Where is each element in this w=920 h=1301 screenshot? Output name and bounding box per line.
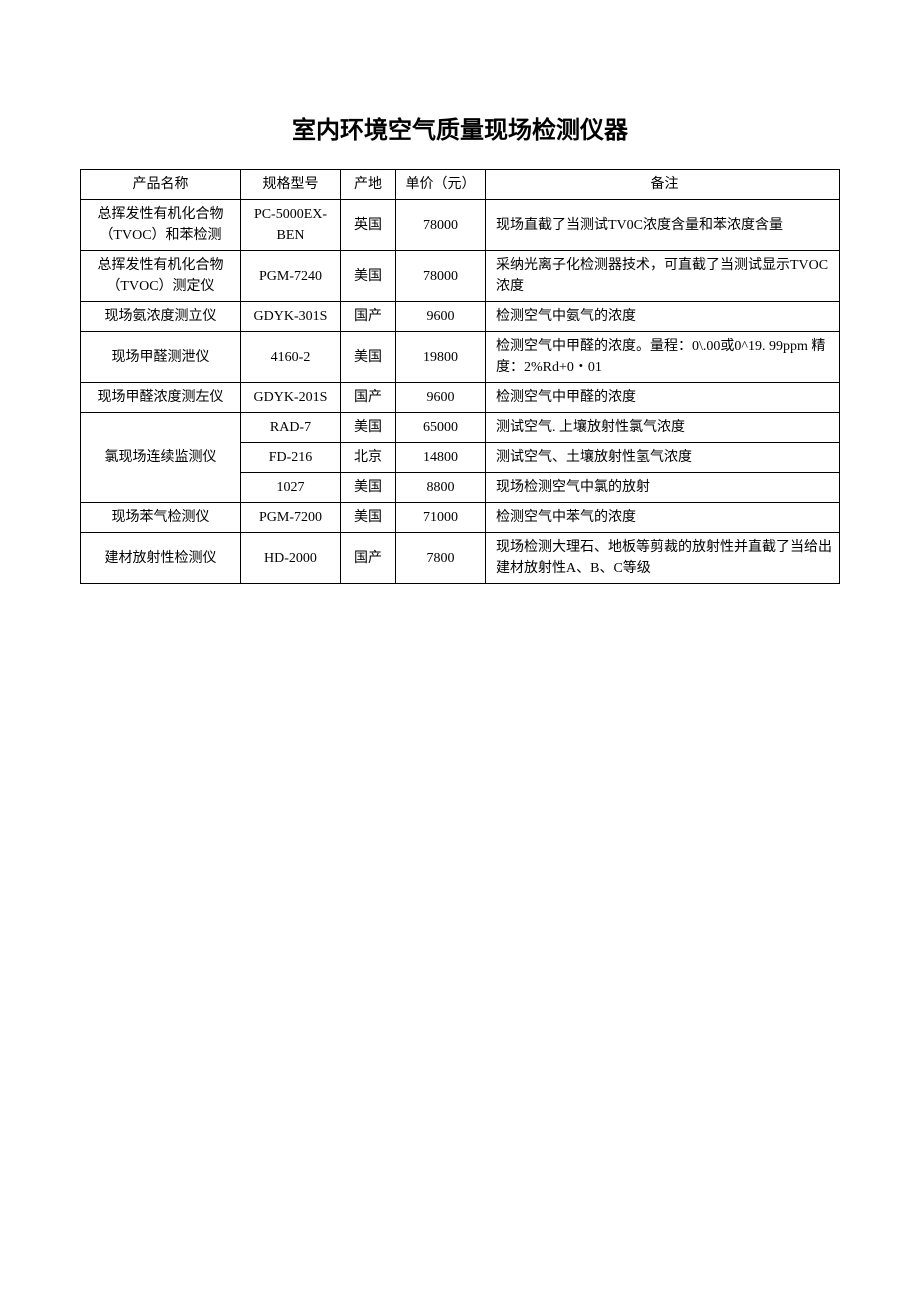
cell-model: GDYK-301S — [241, 302, 341, 332]
cell-origin: 国产 — [341, 533, 396, 584]
page-title: 室内环境空气质量现场检测仪器 — [80, 110, 840, 145]
cell-price: 7800 — [396, 533, 486, 584]
cell-note: 检测空气中甲醛的浓度。量程：0\.00或0^19. 99ppm 精度：2%Rd+… — [486, 332, 840, 383]
header-price: 单价（元） — [396, 170, 486, 200]
cell-note: 现场检测大理石、地板等剪裁的放射性并直截了当给出建材放射性A、B、C等级 — [486, 533, 840, 584]
cell-name: 现场甲醛测泄仪 — [81, 332, 241, 383]
cell-name: 现场氨浓度测立仪 — [81, 302, 241, 332]
cell-origin: 美国 — [341, 413, 396, 443]
table-row: 现场甲醛测泄仪 4160-2 美国 19800 检测空气中甲醛的浓度。量程：0\… — [81, 332, 840, 383]
table-row: 现场苯气检测仪 PGM-7200 美国 71000 检测空气中苯气的浓度 — [81, 503, 840, 533]
cell-name: 总挥发性有机化合物（TVOC）和苯检测 — [81, 200, 241, 251]
cell-model: 4160-2 — [241, 332, 341, 383]
cell-name: 现场苯气检测仪 — [81, 503, 241, 533]
header-model: 规格型号 — [241, 170, 341, 200]
table-row: 现场氨浓度测立仪 GDYK-301S 国产 9600 检测空气中氨气的浓度 — [81, 302, 840, 332]
cell-origin: 北京 — [341, 443, 396, 473]
cell-origin: 英国 — [341, 200, 396, 251]
cell-origin: 美国 — [341, 503, 396, 533]
cell-origin: 美国 — [341, 332, 396, 383]
cell-price: 78000 — [396, 251, 486, 302]
cell-price: 9600 — [396, 383, 486, 413]
cell-note: 检测空气中氨气的浓度 — [486, 302, 840, 332]
header-origin: 产地 — [341, 170, 396, 200]
cell-price: 8800 — [396, 473, 486, 503]
header-note: 备注 — [486, 170, 840, 200]
header-name: 产品名称 — [81, 170, 241, 200]
cell-price: 71000 — [396, 503, 486, 533]
cell-note: 采纳光离子化检测器技术，可直截了当测试显示TVOC浓度 — [486, 251, 840, 302]
cell-name: 建材放射性检测仪 — [81, 533, 241, 584]
cell-model: GDYK-201S — [241, 383, 341, 413]
table-row: 现场甲醛浓度测左仪 GDYK-201S 国产 9600 检测空气中甲醛的浓度 — [81, 383, 840, 413]
cell-note: 检测空气中苯气的浓度 — [486, 503, 840, 533]
cell-note: 测试空气、土壤放射性氢气浓度 — [486, 443, 840, 473]
cell-price: 9600 — [396, 302, 486, 332]
cell-price: 65000 — [396, 413, 486, 443]
cell-price: 78000 — [396, 200, 486, 251]
table-row: 建材放射性检测仪 HD-2000 国产 7800 现场检测大理石、地板等剪裁的放… — [81, 533, 840, 584]
cell-note: 检测空气中甲醛的浓度 — [486, 383, 840, 413]
cell-name: 现场甲醛浓度测左仪 — [81, 383, 241, 413]
cell-origin: 美国 — [341, 473, 396, 503]
cell-model: PC-5000EX-BEN — [241, 200, 341, 251]
table-header-row: 产品名称 规格型号 产地 单价（元） 备注 — [81, 170, 840, 200]
cell-origin: 国产 — [341, 383, 396, 413]
table-row: 氯现场连续监测仪 RAD-7 美国 65000 测试空气. 上壤放射性氯气浓度 — [81, 413, 840, 443]
cell-model: RAD-7 — [241, 413, 341, 443]
table-row: 总挥发性有机化合物（TVOC）测定仪 PGM-7240 美国 78000 采纳光… — [81, 251, 840, 302]
cell-note: 现场直截了当测试TV0C浓度含量和苯浓度含量 — [486, 200, 840, 251]
cell-price: 14800 — [396, 443, 486, 473]
cell-name: 总挥发性有机化合物（TVOC）测定仪 — [81, 251, 241, 302]
cell-model: FD-216 — [241, 443, 341, 473]
cell-note: 现场检测空气中氯的放射 — [486, 473, 840, 503]
cell-price: 19800 — [396, 332, 486, 383]
cell-origin: 美国 — [341, 251, 396, 302]
table-row: 总挥发性有机化合物（TVOC）和苯检测 PC-5000EX-BEN 英国 780… — [81, 200, 840, 251]
cell-model: 1027 — [241, 473, 341, 503]
cell-name: 氯现场连续监测仪 — [81, 413, 241, 503]
cell-origin: 国产 — [341, 302, 396, 332]
cell-note: 测试空气. 上壤放射性氯气浓度 — [486, 413, 840, 443]
cell-model: HD-2000 — [241, 533, 341, 584]
cell-model: PGM-7240 — [241, 251, 341, 302]
instrument-table: 产品名称 规格型号 产地 单价（元） 备注 总挥发性有机化合物（TVOC）和苯检… — [80, 169, 840, 584]
cell-model: PGM-7200 — [241, 503, 341, 533]
